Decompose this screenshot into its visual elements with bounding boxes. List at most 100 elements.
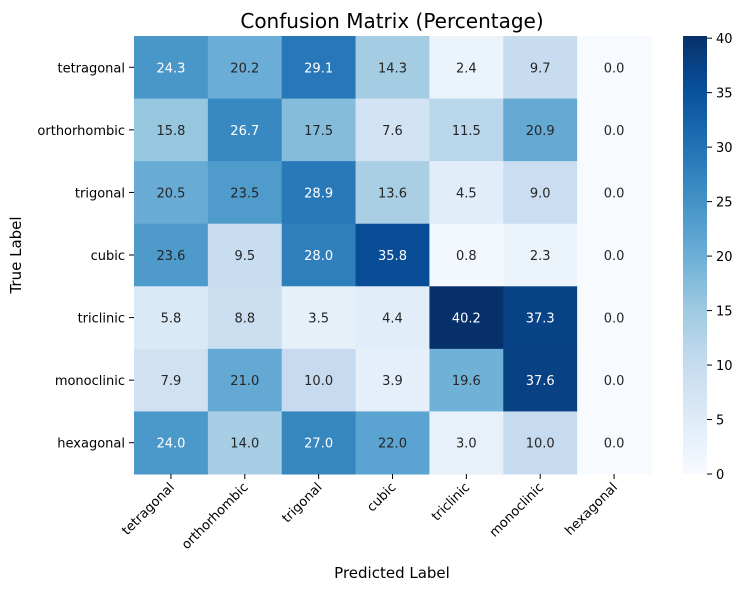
cell-value-label: 3.0 [456,437,477,452]
cell-value-label: 22.0 [378,437,407,452]
heatmap-cell [134,286,209,350]
cell-value-label: 0.8 [456,249,477,264]
cell-value-label: 0.0 [604,437,625,452]
colorbar-ticks: 0 5 10 15 20 25 30 35 40 [707,32,733,483]
colorbar-tick-label: 40 [716,32,733,47]
heatmap-cell [503,98,578,162]
heatmap-cells: 24.3 20.2 29.1 14.3 2.4 9.7 0.0 15.8 26.7 17.5 7.6… [134,36,652,475]
x-tick-label: cubic [364,480,399,515]
heatmap-cell [503,348,578,412]
x-tick-label: hexagonal [562,480,620,538]
cell-value-label: 14.3 [378,61,407,76]
y-tick-label: trigonal [75,186,125,201]
cell-value-label: 0.0 [604,61,625,76]
colorbar-tick-label: 35 [716,87,733,102]
x-tick-label: trigonal [279,480,325,526]
cell-value-label: 35.8 [378,249,407,264]
cell-value-label: 7.6 [382,124,403,139]
cell-value-label: 8.8 [234,312,255,327]
heatmap-cell [577,411,652,475]
heatmap-cell [429,161,504,225]
cell-value-label: 4.5 [456,186,477,201]
colorbar-tick-label: 15 [716,305,733,320]
y-tick-label: triclinic [78,312,125,327]
heatmap-cell [577,348,652,412]
cell-value-label: 0.0 [604,186,625,201]
x-tick-label: orthorhombic [179,480,252,553]
heatmap-cell [281,36,357,100]
heatmap-cell [281,348,357,412]
heatmap-cell [281,98,357,162]
cell-value-label: 0.0 [604,312,625,327]
cell-value-label: 24.0 [156,437,185,452]
colorbar-tick-label: 10 [716,359,733,374]
cell-value-label: 5.8 [161,312,182,327]
heatmap-cell [503,161,578,225]
heatmap-cell [134,36,209,100]
heatmap-cell [355,348,430,412]
cell-value-label: 4.4 [382,312,403,327]
heatmap-cell [429,98,504,162]
colorbar [683,36,707,474]
cell-value-label: 24.3 [156,61,185,76]
cell-value-label: 17.5 [304,124,333,139]
heatmap-cell [503,286,578,350]
cell-value-label: 3.9 [382,374,403,389]
x-tick-label: triclinic [429,480,473,524]
heatmap-cell [281,411,357,475]
x-axis-label: Predicted Label [334,564,450,582]
heatmap-cell [429,223,504,287]
cell-value-label: 20.9 [526,124,555,139]
cell-value-label: 20.2 [230,61,259,76]
heatmap-cell [429,348,504,412]
heatmap-cell [207,98,283,162]
y-tick-label: hexagonal [57,437,125,452]
y-tick-label: cubic [91,249,125,264]
cell-value-label: 28.9 [304,186,333,201]
heatmap-cell [355,286,430,350]
y-axis-label: True Label [7,216,25,294]
heatmap-cell [355,411,430,475]
cell-value-label: 9.5 [234,249,255,264]
cell-value-label: 40.2 [452,312,481,327]
cell-value-label: 0.0 [604,249,625,264]
heatmap-cell [281,286,357,350]
heatmap-cell [207,286,283,350]
cell-value-label: 29.1 [304,61,333,76]
heatmap-cell [577,223,652,287]
cell-value-label: 7.9 [161,374,182,389]
heatmap-cell [503,223,578,287]
colorbar-tick-label: 0 [716,468,724,483]
heatmap-cell [281,161,357,225]
heatmap-cell [207,348,283,412]
heatmap-cell [355,36,430,100]
y-tick-label: tetragonal [57,61,125,76]
heatmap-cell [503,36,578,100]
colorbar-tick-label: 5 [716,414,724,429]
cell-value-label: 2.3 [530,249,551,264]
cell-value-label: 26.7 [230,124,259,139]
cell-value-label: 0.0 [604,124,625,139]
y-tick-label: orthorhombic [37,124,125,139]
heatmap-cell [429,36,504,100]
x-tick-label: tetragonal [119,480,177,538]
cell-value-label: 15.8 [156,124,185,139]
y-tick-label: monoclinic [55,374,125,389]
cell-value-label: 11.5 [452,124,481,139]
heatmap-cell [355,223,430,287]
cell-value-label: 19.6 [452,374,481,389]
heatmap-cell [207,411,283,475]
chart-title: Confusion Matrix (Percentage) [240,9,543,33]
cell-value-label: 27.0 [304,437,333,452]
cell-value-label: 37.6 [526,374,555,389]
x-tick-label: monoclinic [487,480,547,540]
colorbar-tick-label: 25 [716,196,733,211]
cell-value-label: 28.0 [304,249,333,264]
heatmap-cell [134,348,209,412]
y-axis-ticks: tetragonal orthorhombic trigonal cubic tricl… [37,61,134,452]
heatmap-cell [429,286,504,350]
cell-value-label: 13.6 [378,186,407,201]
heatmap-cell [134,161,209,225]
cell-value-label: 3.5 [308,312,329,327]
